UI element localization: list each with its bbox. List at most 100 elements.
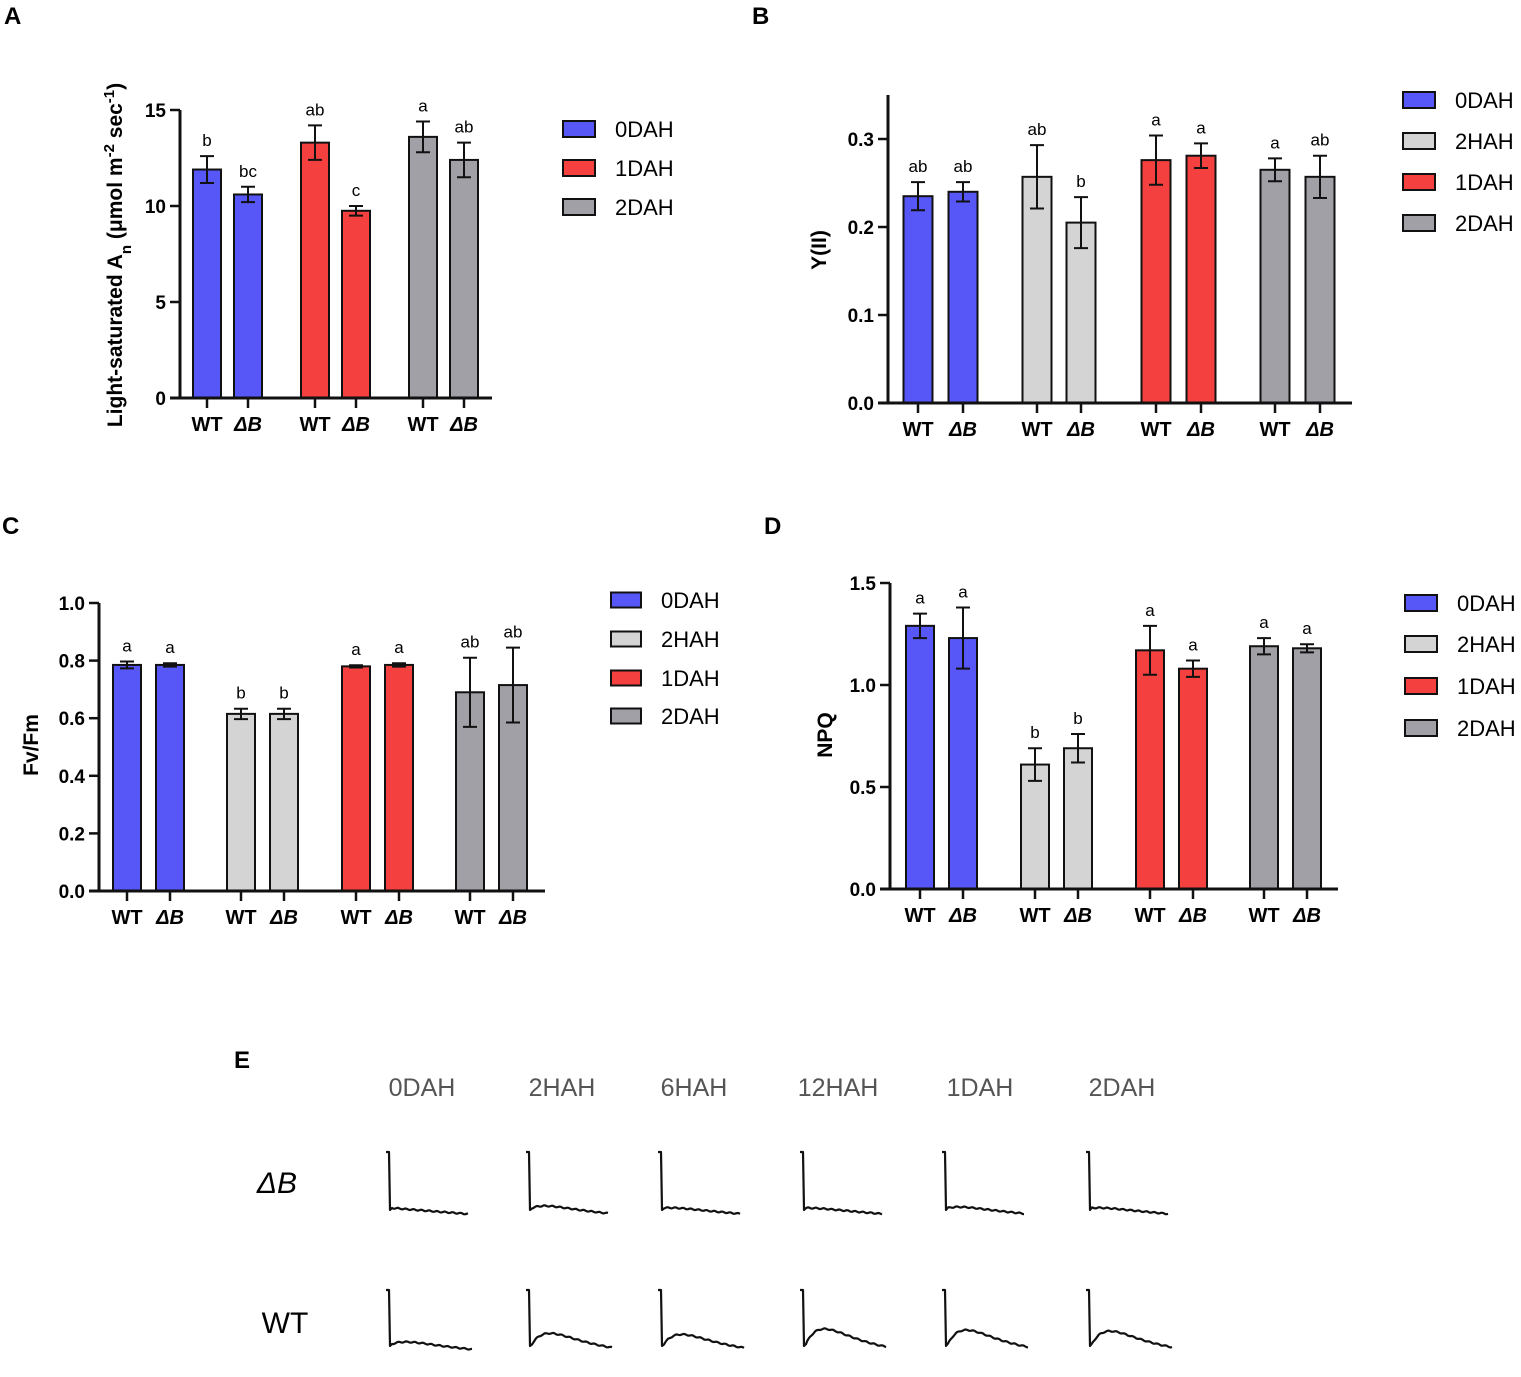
- error-bar: [163, 662, 177, 668]
- panel-c: Ca WT a ΔB b WT b ΔB a WT a ΔB ab WT ab ΔB 0.0 0.2 0.4 0.6 0…: [2, 513, 720, 929]
- bar-0DAH-delta-b: [948, 637, 978, 891]
- x-tick-label: WT: [904, 905, 935, 927]
- bar-0DAH-delta-b: [155, 663, 185, 892]
- bar-1DAH-wt: [1140, 159, 1172, 404]
- bar-2HAH-delta-b: [1063, 747, 1093, 890]
- legend-label: 2DAH: [615, 195, 674, 220]
- fluorescence-trace-delta-B-2HAH: [526, 1150, 609, 1215]
- panel-letter: B: [752, 3, 769, 30]
- x-tick-label: ΔB: [269, 907, 298, 929]
- error-bar: [241, 185, 255, 204]
- panel-d: Da WT a ΔB b WT b ΔB a WT a ΔB a WT a ΔB 0.0 0.5 1.0 1.5 NPQ…: [764, 513, 1516, 927]
- x-tick-label: ΔB: [155, 907, 184, 929]
- legend-label: 2HAH: [661, 627, 720, 652]
- x-tick-label: WT: [1019, 905, 1050, 927]
- bar-1DAH-delta-b: [1185, 154, 1217, 404]
- fluorescence-trace-delta-B-2DAH: [1086, 1150, 1169, 1216]
- significance-label: a: [122, 636, 132, 655]
- legend-swatch: [562, 198, 596, 216]
- y-tick-label: 10: [145, 197, 166, 218]
- legend-swatch: [1402, 173, 1436, 191]
- bar-0DAH-wt: [902, 195, 934, 404]
- x-tick-label: WT: [902, 419, 933, 441]
- x-tick-label: ΔB: [1186, 419, 1215, 441]
- x-tick-label: WT: [1259, 419, 1290, 441]
- y-tick-label: 1.0: [59, 594, 85, 615]
- y-tick-label: 0: [155, 389, 166, 410]
- y-tick-label: 0.0: [848, 394, 874, 415]
- y-tick-label: 0.0: [59, 882, 85, 903]
- x-tick-label: ΔB: [1066, 419, 1095, 441]
- legend-swatch: [1404, 677, 1438, 695]
- bar-2HAH-wt: [1020, 763, 1050, 890]
- legend-label: 2DAH: [1455, 211, 1514, 236]
- y-tick-label: 0.8: [59, 652, 85, 673]
- x-tick-label: ΔB: [948, 905, 977, 927]
- x-tick-label: WT: [111, 907, 142, 929]
- y-tick-label: 0.2: [59, 824, 85, 845]
- legend-label: 0DAH: [615, 117, 674, 142]
- y-tick-label: 1.5: [850, 574, 877, 595]
- y-axis-label: Light-saturated An (μmol m-2 sec-1): [101, 83, 135, 427]
- error-bar: [1257, 637, 1271, 656]
- significance-label: c: [352, 181, 361, 200]
- error-bar: [200, 155, 214, 184]
- y-axis-label-part: -2: [101, 144, 118, 157]
- error-bar: [1030, 144, 1044, 210]
- legend-label: 1DAH: [661, 666, 720, 691]
- significance-label: a: [1196, 118, 1206, 137]
- bar-2HAH-wt: [1021, 175, 1053, 404]
- y-axis-label-part: Fv/Fm: [20, 714, 43, 776]
- bar-2HAH-wt: [226, 712, 256, 892]
- panel-letter: D: [764, 513, 781, 540]
- legend-swatch: [562, 120, 596, 138]
- x-tick-label: ΔB: [341, 414, 370, 436]
- legend-swatch: [610, 591, 642, 609]
- error-bar: [913, 612, 927, 640]
- fluorescence-trace-WT-0DAH: [386, 1288, 473, 1351]
- y-axis-label: Y(II): [808, 230, 831, 270]
- legend-label: 2HAH: [1457, 632, 1516, 657]
- legend-label: 2DAH: [1457, 716, 1516, 741]
- legend-swatch: [610, 707, 642, 725]
- y-tick-label: 0.0: [850, 880, 876, 901]
- y-tick-label: 0.6: [59, 709, 85, 730]
- significance-label: a: [1259, 613, 1269, 632]
- fluorescence-trace-delta-B-12HAH: [800, 1150, 883, 1216]
- y-axis-label-part: ): [104, 83, 127, 90]
- fluorescence-trace-WT-12HAH: [800, 1288, 887, 1349]
- x-tick-label: WT: [1134, 905, 1165, 927]
- significance-label: a: [915, 589, 925, 608]
- significance-label: ab: [954, 157, 973, 176]
- bar-1DAH-delta-b: [1178, 667, 1208, 890]
- significance-label: a: [165, 638, 175, 657]
- significance-label: ab: [504, 623, 523, 642]
- error-bar: [1074, 196, 1088, 250]
- significance-label: b: [1076, 172, 1085, 191]
- significance-label: a: [1188, 636, 1198, 655]
- legend-label: 0DAH: [661, 588, 720, 613]
- error-bar: [349, 664, 363, 669]
- legend-label: 0DAH: [1457, 591, 1516, 616]
- error-bar: [277, 707, 291, 721]
- bar-charts: AbWTbcΔBabWTcΔBaWTabΔB051015Light-satura…: [2, 3, 1516, 929]
- significance-label: ab: [455, 118, 474, 137]
- error-bar: [1313, 154, 1327, 199]
- y-axis-label-part: sec: [104, 103, 127, 144]
- x-tick-label: WT: [191, 414, 222, 436]
- x-tick-label: ΔB: [1063, 905, 1092, 927]
- legend-swatch: [562, 159, 596, 177]
- significance-label: b: [1030, 723, 1039, 742]
- fluorescence-trace-delta-B-0DAH: [386, 1150, 469, 1216]
- y-axis-label-part: Light-saturated A: [104, 254, 127, 427]
- panel-a: Ab WT bc ΔB ab WT c ΔB a WT ab ΔB 0 5 10 15 Light-satura…: [4, 3, 674, 436]
- panel-b: Bab WT ab ΔB ab WT b ΔB a WT a ΔB a WT ab ΔB 0.0 0.1 0.2 0.…: [752, 3, 1514, 441]
- error-bar: [1028, 747, 1042, 782]
- x-tick-label: WT: [1021, 419, 1052, 441]
- bar-0DAH-wt: [192, 168, 222, 399]
- bar-2HAH-delta-b: [269, 712, 299, 892]
- bar-2DAH-wt: [1259, 168, 1291, 404]
- fluorescence-trace-WT-1DAH: [942, 1288, 1029, 1349]
- bar-2DAH-delta-b: [449, 158, 479, 399]
